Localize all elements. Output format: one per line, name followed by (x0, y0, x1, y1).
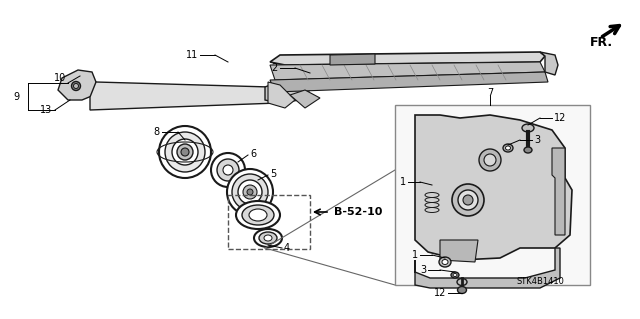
Polygon shape (290, 90, 320, 108)
Ellipse shape (217, 159, 239, 181)
Text: 1: 1 (412, 250, 418, 260)
Polygon shape (270, 72, 548, 92)
Text: 3: 3 (420, 265, 426, 275)
Polygon shape (58, 70, 96, 100)
Ellipse shape (458, 286, 467, 293)
Text: 6: 6 (250, 149, 256, 159)
Ellipse shape (211, 153, 245, 187)
Ellipse shape (242, 205, 274, 225)
Ellipse shape (159, 126, 211, 178)
Ellipse shape (232, 174, 268, 210)
Text: 1: 1 (400, 177, 406, 187)
Text: B-52-10: B-52-10 (334, 207, 382, 217)
Ellipse shape (236, 201, 280, 229)
Ellipse shape (264, 235, 272, 241)
Ellipse shape (484, 154, 496, 166)
Text: 12: 12 (554, 113, 566, 123)
Bar (228, 195, 310, 249)
Ellipse shape (503, 144, 513, 152)
Ellipse shape (223, 165, 233, 175)
Ellipse shape (458, 190, 478, 210)
Text: 3: 3 (534, 135, 540, 145)
Polygon shape (440, 240, 478, 262)
Ellipse shape (522, 124, 534, 132)
Polygon shape (270, 52, 545, 65)
Ellipse shape (452, 184, 484, 216)
Ellipse shape (249, 209, 267, 221)
Ellipse shape (247, 189, 253, 195)
Ellipse shape (238, 180, 262, 204)
Bar (395, 105, 590, 285)
Ellipse shape (72, 81, 81, 91)
Ellipse shape (259, 232, 277, 244)
Text: 11: 11 (186, 50, 198, 60)
Text: 13: 13 (40, 105, 52, 115)
Ellipse shape (165, 132, 205, 172)
Polygon shape (270, 62, 545, 80)
Text: 7: 7 (487, 88, 493, 98)
Ellipse shape (463, 195, 473, 205)
Polygon shape (540, 52, 558, 75)
Text: 9: 9 (14, 92, 20, 102)
Ellipse shape (172, 139, 198, 165)
Ellipse shape (524, 147, 532, 153)
Polygon shape (90, 82, 278, 110)
Ellipse shape (181, 148, 189, 156)
Ellipse shape (439, 257, 451, 267)
Polygon shape (415, 115, 572, 260)
Text: 2: 2 (272, 63, 278, 73)
Text: 12: 12 (434, 288, 446, 298)
Ellipse shape (243, 185, 257, 199)
Text: 8: 8 (154, 127, 160, 137)
Ellipse shape (453, 273, 457, 277)
Polygon shape (415, 248, 560, 288)
Ellipse shape (254, 229, 282, 247)
Text: 10: 10 (54, 73, 66, 83)
Ellipse shape (457, 278, 467, 286)
Text: 5: 5 (270, 169, 276, 179)
Polygon shape (330, 54, 375, 65)
Ellipse shape (479, 149, 501, 171)
Ellipse shape (74, 84, 79, 88)
Ellipse shape (442, 259, 448, 264)
Ellipse shape (177, 144, 193, 160)
Ellipse shape (506, 146, 511, 150)
Ellipse shape (451, 272, 459, 278)
Ellipse shape (227, 169, 273, 215)
Text: FR.: FR. (590, 35, 613, 48)
Text: STK4B1410: STK4B1410 (516, 278, 564, 286)
Text: 4: 4 (284, 243, 290, 253)
Polygon shape (268, 82, 295, 108)
Polygon shape (552, 148, 565, 235)
Polygon shape (265, 82, 310, 103)
